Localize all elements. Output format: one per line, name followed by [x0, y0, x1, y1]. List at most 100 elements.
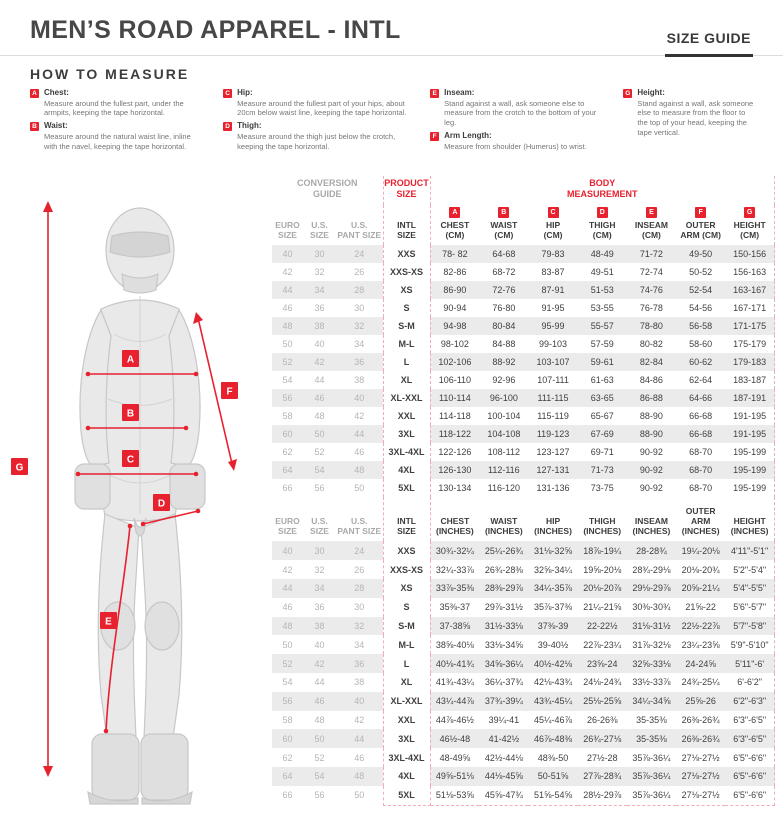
size-table-panel: CONVERSION GUIDE PRODUCT SIZE BODY MEASU…	[272, 174, 776, 815]
measurement-cell: 30⅜-30¾	[632, 602, 671, 613]
measurement-cell: 90-92	[639, 482, 663, 493]
rider-figure: A B C D E F G	[4, 174, 272, 815]
intl-size-cell: 3XL	[382, 424, 431, 443]
table-row: 40 30 24 XXS 30¾-32¼ 25¼-26¾ 31⅛-32⅝ 18⅞-19¼ 28-…	[272, 541, 776, 561]
measure-column: G Height: Stand against a wall, ask someon…	[623, 88, 757, 172]
conversion-size-cell: 46	[354, 752, 365, 763]
table-row: 58 48 42 XXL 44⅞-46½ 39¼-41 45¼-46⅞ 26-26⅜ 35-35…	[272, 710, 776, 730]
intl-size-cell: L	[382, 352, 431, 371]
conversion-size-cell: 46	[354, 446, 365, 457]
measure-letter-badge: F	[430, 132, 440, 142]
measurement-cell: 60-62	[676, 352, 726, 371]
conversion-size-cell: 60	[272, 729, 303, 749]
conversion-size-cell: 56	[272, 691, 303, 711]
measure-instruction-item: E Inseam: Stand against a wall, ask someon…	[430, 88, 605, 128]
column-header: A CHEST (CM)	[440, 206, 470, 240]
measure-letter-badge: A	[449, 206, 461, 218]
table-row: 48 38 32 S-M 94-98 80-84 95-99 55-57 78-80 56-58 1…	[272, 316, 776, 335]
measurement-cell: 116-120	[487, 482, 521, 493]
conversion-size-cell: 66	[282, 482, 293, 493]
measure-instruction-label: Waist:	[44, 121, 68, 131]
conversion-size-cell: 34	[354, 338, 365, 349]
measurement-cell: 62-64	[689, 374, 713, 385]
measurement-cell: 48-49⅝	[439, 752, 471, 763]
conversion-size-cell: 34	[354, 639, 365, 650]
measurement-cell: 83-87	[541, 266, 565, 277]
measurement-cell: 68-70	[689, 446, 713, 457]
measurement-cell: 38⅝-40⅛	[435, 639, 474, 650]
conversion-size-cell: 44	[336, 424, 384, 443]
measurement-cell: 112-116	[479, 460, 529, 479]
measurement-cell: 35-35⅜	[626, 729, 677, 749]
measurement-cell: 5'7"-5'8"	[725, 616, 776, 636]
measurement-cell: 6'-6'2"	[725, 673, 776, 692]
measurement-cell: 21¼-21⅝	[583, 602, 622, 613]
arm-arrow	[197, 317, 234, 469]
measurement-cell: 52-54	[676, 280, 726, 299]
measurement-cell: 43¾-45¼	[528, 691, 578, 711]
measurement-cell: 27⅛-27½	[681, 752, 720, 763]
measurement-cell: 36¼-37¾	[484, 677, 523, 688]
measurement-cell: 41-42½	[479, 729, 529, 749]
conversion-size-cell: 62	[282, 446, 293, 457]
conversion-size-cell: 36	[314, 602, 325, 613]
column-header: EURO SIZE	[275, 516, 300, 537]
measurement-cell: 40⅛-41¾	[430, 654, 480, 674]
intl-size-cell: XL	[382, 370, 431, 389]
conversion-size-cell: 52	[314, 752, 325, 763]
table-row: 44 34 28 XS 33⅞-35⅜ 28⅜-29⅞ 34¼-35⅞ 20⅛-20⅞ 29⅛-…	[272, 579, 776, 598]
measure-arrows	[43, 201, 237, 777]
size-table: CONVERSION GUIDE PRODUCT SIZE BODY MEASU…	[272, 176, 776, 806]
measure-letter-badge: E	[645, 206, 657, 218]
measurement-cell: 92-96	[492, 374, 516, 385]
conversion-size-cell: 42	[282, 266, 293, 277]
measurement-cell: 91-95	[541, 302, 565, 313]
measurement-cell: 72-74	[639, 266, 663, 277]
measurement-cell: 4'11"-5'1"	[725, 541, 776, 561]
measurement-cell: 19¼-20⅛	[676, 541, 726, 561]
column-header: CHEST (INCHES)	[435, 516, 474, 537]
column-header: U.S. SIZE	[310, 516, 329, 537]
measurement-cell: 126-130	[430, 460, 480, 479]
badge-a: A	[127, 355, 134, 366]
conversion-size-cell: 40	[314, 639, 325, 650]
measurement-cell: 119-123	[528, 424, 578, 443]
measure-instruction-item: G Height: Stand against a wall, ask someon…	[623, 88, 757, 138]
measurement-cell: 30¾-32¼	[430, 541, 480, 561]
conversion-size-cell: 32	[336, 316, 384, 335]
conversion-size-cell: 44	[314, 374, 325, 385]
measure-instruction-item: C Hip: Measure around the fullest part of …	[223, 88, 412, 118]
conversion-size-cell: 50	[303, 729, 336, 749]
measurement-cell: 37⅜-39	[528, 616, 578, 636]
measurement-cell: 82-86	[443, 266, 467, 277]
measurement-cell: 49-50	[676, 244, 726, 263]
measurement-cell: 45¼-46⅞	[534, 715, 573, 725]
measurement-cell: 175-179	[725, 334, 776, 353]
measurement-cell: 46½-48	[430, 729, 480, 749]
measurement-cell: 32⅝-33⅛	[626, 654, 677, 674]
conversion-size-cell: 50	[282, 338, 293, 349]
measurement-cell: 64-66	[676, 388, 726, 407]
measurement-cell: 110-114	[430, 388, 480, 407]
measure-instruction-label: Height:	[637, 88, 665, 97]
conversion-size-cell: 40	[272, 541, 303, 561]
measurement-cell: 34⅝-36¼	[479, 654, 529, 674]
measurement-cell: 76-78	[639, 302, 663, 313]
column-header: U.S. PANT SIZE	[337, 219, 382, 240]
measurement-cell: 39¼-41	[488, 715, 520, 725]
measurement-cell: 78-80	[626, 316, 677, 335]
measurement-cell: 66-68	[676, 424, 726, 443]
measurement-cell: 33½-33⅞	[632, 677, 671, 688]
measurement-cell: 68-70	[689, 482, 713, 493]
measurement-cell: 27⅛-27½	[676, 767, 726, 786]
measurement-cell: 95-99	[528, 316, 578, 335]
measurement-cell: 27⅞-28¾	[577, 767, 627, 786]
measure-instruction-text: Inseam: Stand against a wall, ask someone…	[444, 88, 605, 128]
measurement-cell: 35⅜-37	[439, 602, 471, 613]
measurement-cell: 43¼-44⅞	[430, 691, 480, 711]
measurement-cell: 6'2"-6'3"	[725, 691, 776, 711]
measurement-cell: 71-73	[577, 460, 627, 479]
conversion-size-cell: 40	[314, 338, 325, 349]
measurement-cell: 24⅛-24¾	[583, 677, 622, 688]
